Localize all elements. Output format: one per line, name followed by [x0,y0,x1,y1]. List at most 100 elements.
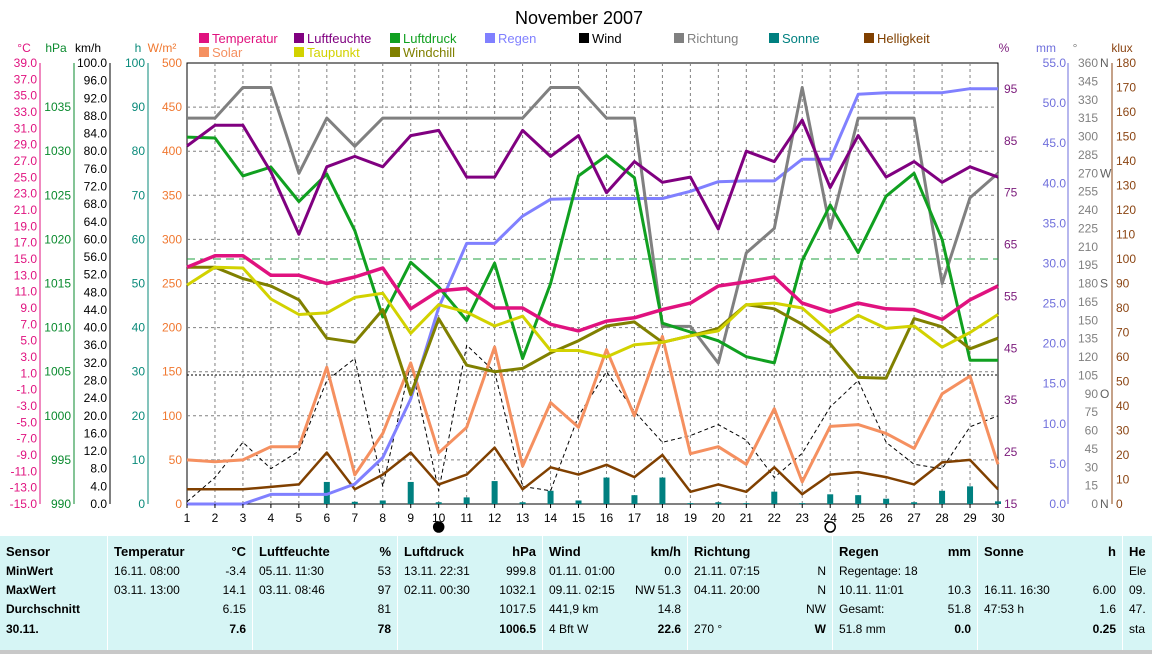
axis-tick-wind: 16.0 [84,426,108,440]
sun-bar [855,495,862,504]
luftfeuchte-min: 53 [377,564,391,578]
x-tick-label: 30 [991,511,1005,525]
x-tick-label: 20 [712,511,726,525]
axis-tick-temp: 11.0 [15,285,38,299]
x-tick-label: 18 [656,511,670,525]
sonne-max-time: 16.11. 16:30 [984,583,1050,597]
x-tick-label: 25 [851,511,865,525]
axis-tick-direction: 225 [1078,221,1098,235]
sun-bar [939,490,946,504]
axis-tick-temp: 5.0 [20,334,37,348]
series-line-solar [186,334,1000,484]
axis-tick-wind: 96.0 [84,74,108,88]
axis-tick-direction: 210 [1078,240,1098,254]
legend-label-regen: Regen [498,31,536,46]
luftdruck-min-time: 13.11. 22:31 [404,564,470,578]
luftdruck-current: 1006.5 [499,622,536,636]
x-tick-label: 21 [740,511,754,525]
regen-header: Regen [839,544,879,559]
x-tick-label: 11 [460,511,473,525]
sun-bar [967,486,974,504]
axis-tick-humidity: 85 [1004,134,1018,148]
axis-tick-direction: 270 [1078,166,1098,180]
temperatur-min: -3.4 [225,564,246,578]
axis-tick-wind: 64.0 [84,215,108,229]
axis-tick-temp: -9.0 [16,448,37,462]
he-r3: 09. [1129,583,1146,597]
axis-tick-wind: 20.0 [84,409,108,423]
axis-tick-wind: 88.0 [84,109,108,123]
legend-swatch-regen [485,33,495,43]
axis-tick-wind: 28.0 [84,374,108,388]
legend-label-windchill: Windchill [403,45,455,60]
axis-tick-wind: 56.0 [84,250,108,264]
x-tick-label: 6 [323,511,330,525]
temperatur-max-time: 03.11. 13:00 [114,583,180,597]
panel-luftfeuchte: Luftfeuchte% 05.11. 11:30 53 03.11. 08:46… [253,536,398,650]
moon-marker-full [824,521,836,533]
regen-total: 51.8 [947,602,971,616]
axis-tick-lux: 170 [1116,81,1136,95]
axis-tick-pressure: 1000 [44,409,71,423]
regen-unit: mm [947,544,971,559]
axis-tick-solar: 0 [175,497,182,511]
temperatur-max: 14.1 [222,583,246,597]
regen-current-label: 51.8 mm [839,622,886,636]
legend-label-luftdruck: Luftdruck [403,31,457,46]
legend-label-solar: Solar [212,45,243,60]
axis-tick-direction: 165 [1078,295,1098,309]
axis-tick-wind: 48.0 [84,285,108,299]
sun-bar [743,503,750,504]
axis-unit-rain: mm [1036,41,1056,55]
wind-min: 0.0 [664,564,681,578]
axis-tick-rain: 5.0 [1049,457,1066,471]
sun-bar [603,477,610,504]
he-r4: 47. [1129,602,1146,616]
legend-swatch-richtung [674,33,684,43]
luftdruck-header: Luftdruck [404,544,464,559]
axis-tick-temp: 17.0 [14,236,38,250]
axis-tick-rain: 0.0 [1049,497,1066,511]
axis-compass-label: W [1100,166,1112,180]
temperatur-unit: °C [231,544,246,559]
legend-swatch-solar [199,47,209,57]
sun-bar [995,501,1001,504]
axis-tick-wind: 40.0 [84,321,108,335]
richtung-current: W [814,622,826,636]
luftfeuchte-max: 97 [377,583,391,597]
axis-unit-solar: W/m² [148,41,177,55]
axis-tick-temp: 19.0 [14,219,38,233]
axis-tick-wind: 60.0 [84,232,108,246]
axis-tick-temp: -5.0 [16,415,37,429]
x-tick-label: 13 [516,511,530,525]
axis-tick-pressure: 995 [51,453,71,467]
weather-chart: 1 2 3 4 5 6 7 8 9 10 11 12 13 14 15 16 17 18 19 20 21 22 23 24 2… [10,8,1136,533]
axis-tick-lux: 110 [1116,228,1135,242]
axis-tick-wind: 68.0 [84,197,108,211]
axis-tick-lux: 0 [1116,497,1123,511]
axis-tick-wind: 24.0 [84,391,108,405]
axis-tick-humidity: 15 [1004,497,1018,511]
axis-tick-pressure: 1020 [44,232,71,246]
wind-current-bft: 4 Bft W [549,622,589,636]
axis-compass-label: S [1100,277,1108,291]
axis-unit-sun: h [135,41,142,55]
panel-luftdruck: Luftdruck hPa 13.11. 22:31 999.8 02.11. 00… [398,536,543,650]
regen-max-time: 10.11. 11:01 [839,583,904,597]
axis-tick-wind: 76.0 [84,162,108,176]
axis-tick-lux: 160 [1116,105,1136,119]
axis-tick-pressure: 1030 [44,144,71,158]
sun-bar [771,491,778,504]
axis-tick-lux: 100 [1116,252,1136,266]
sun-bar [463,497,470,504]
axis-tick-wind: 4.0 [90,479,107,493]
panel-richtung: Richtung 21.11. 07:15 N 04.11. 20:00 N NW … [688,536,833,650]
richtung-max-time: 04.11. 20:00 [694,583,760,597]
richtung-header: Richtung [694,544,751,559]
axis-tick-temp: 1.0 [20,366,37,380]
axis-tick-temp: 7.0 [20,317,37,331]
axis-tick-direction: 360 [1078,56,1098,70]
axis-tick-temp: 15.0 [14,252,38,266]
legend-swatch-wind [579,33,589,43]
axis-tick-lux: 70 [1116,326,1130,340]
